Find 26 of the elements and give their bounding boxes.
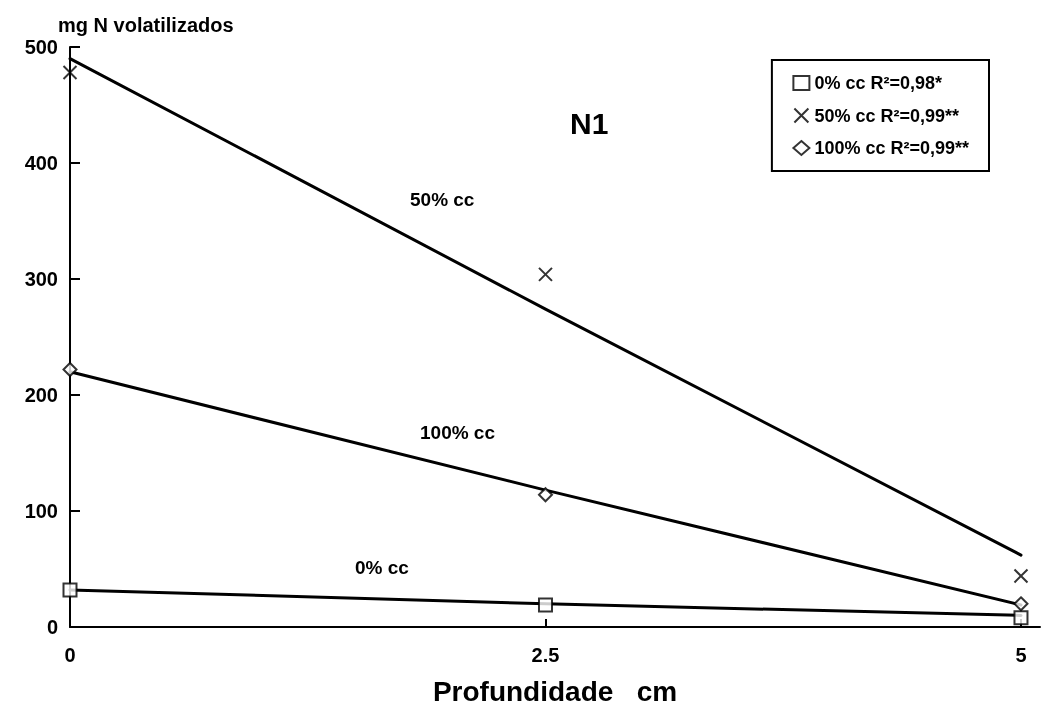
legend-label: 0% cc R²=0,98*: [814, 73, 942, 93]
x-tick-label: 2.5: [531, 644, 560, 666]
legend-label: 100% cc R²=0,99**: [814, 138, 969, 158]
point: [537, 266, 553, 282]
y-tick-label: 400: [24, 152, 58, 174]
x-axis-title: Profundidade cm: [432, 675, 678, 707]
annotation: 50% cc: [410, 189, 475, 210]
annotation: 0% cc: [355, 557, 410, 578]
annotation: N1: [570, 106, 609, 140]
y-tick-label: 500: [24, 36, 58, 58]
legend-label: 50% cc R²=0,99**: [814, 105, 959, 126]
y-tick-label: 200: [24, 384, 58, 406]
y-axis-title: mg N volatilizados: [58, 14, 234, 36]
annotation: 100% cc: [420, 422, 496, 443]
y-tick-label: 300: [24, 268, 58, 290]
y-tick-label: 0: [46, 616, 58, 638]
point: [537, 597, 553, 613]
x-tick-label: 0: [64, 644, 76, 666]
x-tick-label: 5: [1015, 644, 1027, 666]
point: [537, 487, 553, 503]
point: [62, 361, 78, 377]
point: [1013, 568, 1029, 584]
point: [62, 582, 78, 598]
point: [1013, 596, 1029, 612]
y-tick-label: 100: [24, 500, 58, 522]
point: [62, 65, 78, 81]
